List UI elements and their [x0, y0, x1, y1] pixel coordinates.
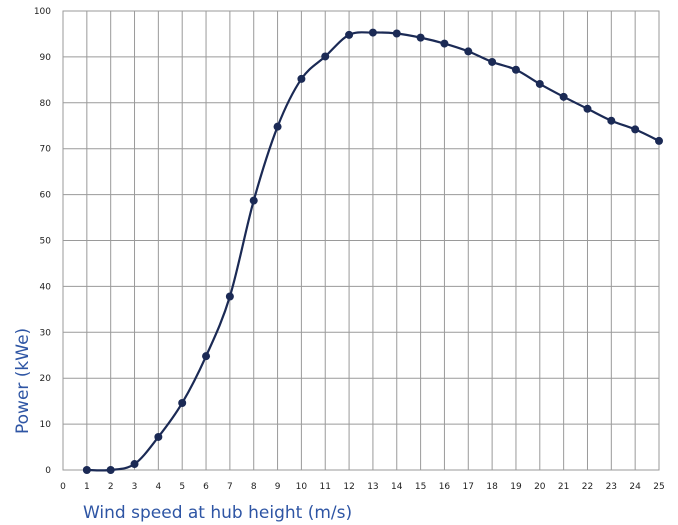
y-tick-labels: 0 10 20 30 40 50 60 70 80 90 100: [34, 7, 51, 476]
data-point: [655, 136, 663, 145]
data-point: [559, 92, 568, 101]
y-tick-label: 40: [40, 282, 52, 292]
y-tick-label: 30: [40, 328, 52, 338]
x-tick-label: 24: [629, 482, 641, 492]
data-point: [82, 466, 91, 474]
x-tick-label: 1: [84, 482, 90, 492]
data-point: [607, 116, 616, 125]
x-tick-label: 3: [132, 482, 138, 492]
x-tick-label: 20: [534, 482, 546, 492]
data-point: [297, 74, 306, 83]
x-tick-label: 4: [155, 482, 161, 492]
x-tick-label: 17: [463, 482, 474, 492]
x-tick-label: 15: [415, 482, 426, 492]
x-tick-label: 2: [108, 482, 114, 492]
x-tick-label: 18: [486, 482, 498, 492]
x-tick-labels: 0 1 2 3 4 5 6 7 8 9 10 11 12 13 14 15 16 17 18 19 20 21 22 23 24…: [60, 482, 665, 492]
y-tick-label: 90: [40, 53, 52, 63]
data-point: [368, 28, 377, 37]
plot-frame: [62, 10, 660, 471]
x-tick-label: 19: [510, 482, 522, 492]
data-points: [82, 28, 663, 474]
x-tick-label: 6: [203, 482, 209, 492]
data-point: [106, 466, 115, 474]
y-tick-label: 0: [45, 466, 51, 476]
y-axis-title: Power (kWe): [13, 328, 33, 434]
x-tick-label: 5: [179, 482, 185, 492]
data-point: [345, 30, 354, 39]
x-tick-label: 0: [60, 482, 66, 492]
data-point: [130, 460, 139, 469]
data-point: [416, 33, 425, 42]
x-tick-label: 22: [582, 482, 593, 492]
x-tick-label: 11: [320, 482, 331, 492]
y-tick-label: 100: [34, 7, 51, 17]
data-point: [154, 432, 163, 441]
y-tick-label: 50: [40, 237, 52, 247]
x-tick-label: 7: [227, 482, 233, 492]
data-point: [202, 352, 211, 361]
data-point: [178, 398, 187, 407]
x-tick-label: 21: [558, 482, 569, 492]
data-point: [464, 47, 473, 56]
data-point: [321, 52, 330, 61]
y-tick-label: 20: [40, 374, 52, 384]
data-point: [535, 79, 544, 88]
x-tick-label: 12: [343, 482, 354, 492]
x-tick-label: 16: [439, 482, 451, 492]
y-tick-label: 60: [40, 191, 52, 201]
data-point: [273, 122, 282, 131]
x-axis-title: Wind speed at hub height (m/s): [83, 503, 352, 523]
data-point: [511, 65, 520, 74]
x-tick-label: 8: [251, 482, 257, 492]
x-tick-label: 9: [275, 482, 281, 492]
y-tick-label: 80: [40, 99, 52, 109]
x-tick-label: 25: [653, 482, 664, 492]
x-tick-label: 14: [391, 482, 403, 492]
y-tick-label: 70: [40, 145, 52, 155]
data-point: [225, 292, 234, 301]
data-point: [583, 104, 592, 113]
x-tick-label: 13: [367, 482, 378, 492]
data-point: [249, 196, 258, 205]
data-point: [440, 39, 449, 48]
y-tick-label: 10: [40, 420, 52, 430]
data-point: [631, 125, 640, 134]
grid-lines: [62, 10, 660, 471]
data-point: [392, 29, 401, 38]
x-tick-label: 23: [606, 482, 617, 492]
x-tick-label: 10: [296, 482, 308, 492]
data-point: [488, 57, 497, 66]
